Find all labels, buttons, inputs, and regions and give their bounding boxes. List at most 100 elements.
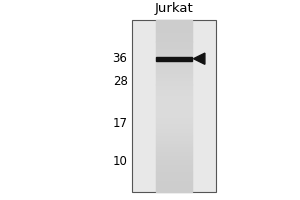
Bar bbox=[156, 38, 192, 39]
Bar bbox=[156, 158, 192, 159]
Bar bbox=[156, 62, 192, 63]
Bar bbox=[156, 80, 192, 81]
Bar bbox=[156, 169, 192, 170]
Text: 28: 28 bbox=[112, 75, 128, 88]
Bar bbox=[156, 97, 192, 98]
Bar bbox=[156, 57, 192, 60]
Bar bbox=[156, 118, 192, 119]
Bar bbox=[156, 129, 192, 130]
Bar bbox=[156, 183, 192, 184]
Bar bbox=[156, 59, 192, 60]
Bar bbox=[156, 78, 192, 79]
Bar bbox=[156, 27, 192, 28]
Bar bbox=[156, 173, 192, 174]
Bar bbox=[156, 166, 192, 167]
Bar bbox=[156, 75, 192, 76]
Bar bbox=[156, 142, 192, 143]
Bar bbox=[156, 175, 192, 176]
Bar bbox=[156, 177, 192, 178]
Bar bbox=[156, 67, 192, 68]
Bar bbox=[156, 187, 192, 188]
Bar bbox=[156, 30, 192, 31]
Bar bbox=[156, 162, 192, 163]
Bar bbox=[156, 87, 192, 88]
Bar bbox=[156, 145, 192, 146]
Bar bbox=[156, 74, 192, 75]
Bar bbox=[156, 28, 192, 29]
Bar bbox=[156, 191, 192, 192]
Bar bbox=[156, 79, 192, 80]
Bar bbox=[156, 45, 192, 46]
Text: 10: 10 bbox=[112, 155, 128, 168]
Bar bbox=[156, 150, 192, 151]
Bar bbox=[156, 55, 192, 56]
Bar bbox=[156, 91, 192, 92]
Bar bbox=[156, 113, 192, 114]
Bar bbox=[156, 102, 192, 103]
Bar bbox=[156, 144, 192, 145]
Bar bbox=[156, 117, 192, 118]
Bar bbox=[156, 189, 192, 190]
Bar bbox=[156, 31, 192, 32]
Bar bbox=[156, 20, 192, 21]
Bar bbox=[156, 185, 192, 186]
Bar bbox=[156, 178, 192, 179]
Bar bbox=[156, 125, 192, 126]
Bar bbox=[156, 136, 192, 137]
Bar bbox=[156, 58, 192, 59]
Bar bbox=[156, 161, 192, 162]
Bar bbox=[156, 35, 192, 36]
Bar bbox=[156, 82, 192, 83]
Bar bbox=[156, 92, 192, 93]
Bar bbox=[156, 149, 192, 150]
Bar bbox=[156, 111, 192, 112]
Text: 36: 36 bbox=[112, 52, 128, 65]
Bar bbox=[156, 174, 192, 175]
Bar bbox=[156, 81, 192, 82]
Bar bbox=[156, 52, 192, 53]
Bar bbox=[156, 123, 192, 124]
Bar bbox=[156, 73, 192, 74]
Bar bbox=[156, 93, 192, 94]
Bar bbox=[156, 120, 192, 121]
Bar bbox=[156, 60, 192, 61]
Bar bbox=[156, 29, 192, 30]
Bar bbox=[156, 130, 192, 131]
Bar bbox=[156, 21, 192, 22]
Bar bbox=[156, 122, 192, 123]
Bar bbox=[156, 190, 192, 191]
Bar bbox=[156, 155, 192, 156]
Bar bbox=[156, 64, 192, 65]
Bar bbox=[156, 96, 192, 97]
Bar bbox=[156, 49, 192, 50]
Bar bbox=[156, 184, 192, 185]
Bar bbox=[156, 188, 192, 189]
Bar bbox=[156, 163, 192, 164]
Bar bbox=[156, 160, 192, 161]
Bar bbox=[156, 25, 192, 26]
Bar bbox=[156, 32, 192, 33]
Bar bbox=[156, 76, 192, 77]
Bar bbox=[156, 114, 192, 115]
Bar bbox=[156, 179, 192, 180]
Bar bbox=[156, 181, 192, 182]
Bar bbox=[156, 159, 192, 160]
Bar bbox=[156, 40, 192, 41]
Bar bbox=[156, 88, 192, 89]
Bar bbox=[156, 115, 192, 116]
Bar bbox=[156, 77, 192, 78]
Bar bbox=[156, 33, 192, 34]
Bar bbox=[156, 23, 192, 24]
Bar bbox=[156, 180, 192, 181]
Bar bbox=[156, 46, 192, 47]
Bar bbox=[156, 37, 192, 38]
Bar bbox=[156, 148, 192, 149]
Bar bbox=[156, 43, 192, 44]
Bar bbox=[156, 172, 192, 173]
Bar bbox=[156, 131, 192, 132]
Bar bbox=[156, 147, 192, 148]
Bar bbox=[156, 85, 192, 86]
Bar bbox=[156, 168, 192, 169]
Bar bbox=[156, 119, 192, 120]
Bar bbox=[156, 164, 192, 165]
